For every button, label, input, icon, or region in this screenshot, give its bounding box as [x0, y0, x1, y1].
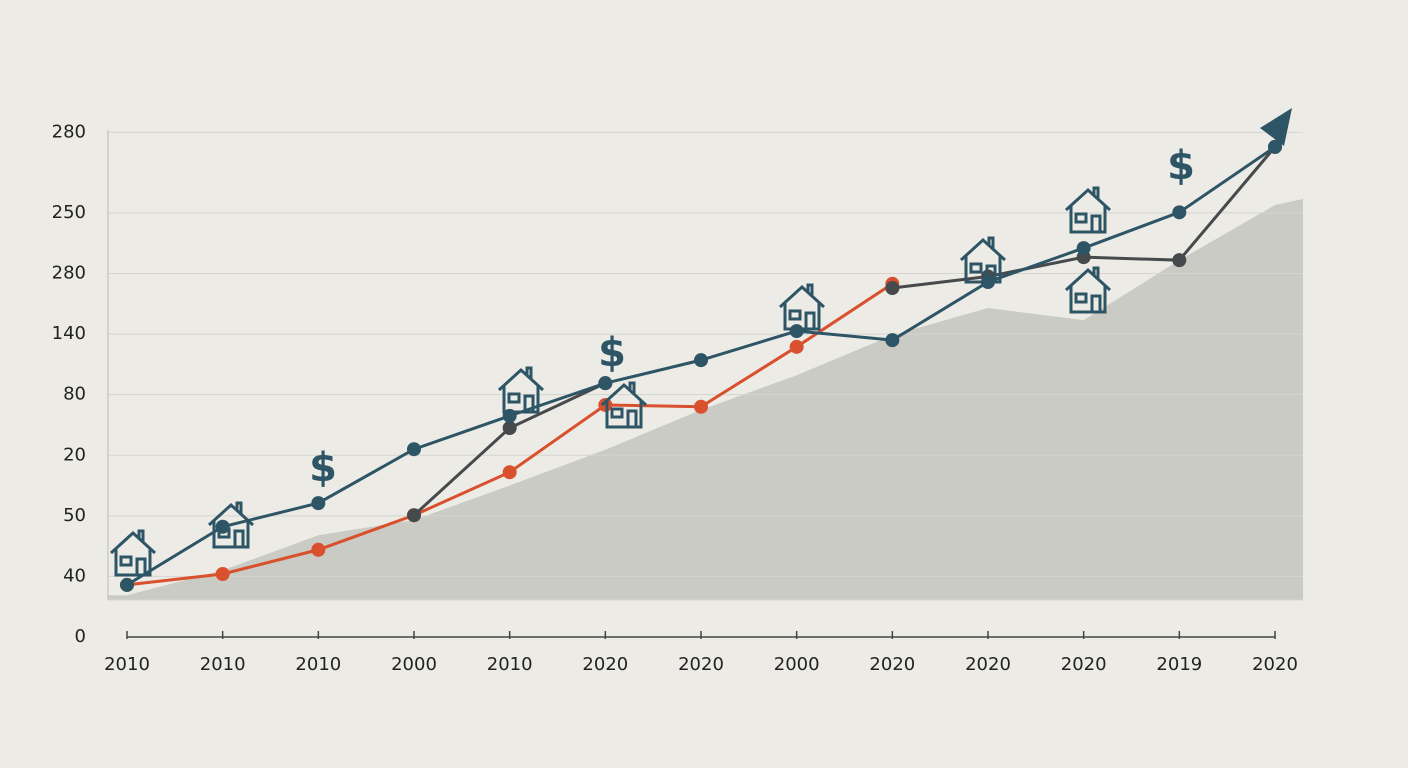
- y-tick-label: 250: [52, 202, 86, 223]
- data-point: [502, 465, 517, 480]
- data-point: [1076, 241, 1091, 256]
- data-point: [120, 577, 134, 592]
- x-tick-label: 2000: [391, 654, 437, 675]
- data-point: [885, 281, 900, 296]
- x-tick-label: 2010: [104, 654, 150, 675]
- data-point: [1172, 205, 1187, 220]
- dollar-annotation: $: [309, 445, 337, 491]
- data-point: [694, 353, 708, 368]
- x-tick-label: 2019: [1156, 654, 1202, 675]
- data-point: [789, 339, 804, 354]
- y-tick-label: 280: [52, 121, 86, 142]
- data-point: [311, 496, 326, 511]
- data-point: [407, 508, 421, 523]
- data-point: [885, 333, 900, 348]
- x-tick-label: 2010: [295, 654, 341, 675]
- x-tick-label: 2020: [869, 654, 915, 675]
- arrow-head: [1260, 108, 1292, 146]
- data-point: [598, 376, 613, 391]
- x-tick-label: 2020: [1061, 654, 1107, 675]
- y-tick-label: 40: [63, 565, 86, 586]
- area: [108, 199, 1303, 600]
- data-point: [502, 420, 517, 435]
- x-tick-label: 2000: [774, 654, 820, 675]
- data-point: [694, 399, 708, 414]
- data-point: [215, 566, 230, 581]
- x-tick-label: 2020: [1252, 654, 1298, 675]
- y-tick-label: 20: [63, 444, 86, 465]
- x-tick-label: 2010: [487, 654, 533, 675]
- y-tick-label: 140: [52, 323, 86, 344]
- x-tick-label: 2020: [582, 654, 628, 675]
- data-point: [311, 542, 326, 557]
- x-tick-label: 2020: [965, 654, 1011, 675]
- x-tick-label: 2010: [200, 654, 246, 675]
- x-tick-label: 2020: [678, 654, 724, 675]
- dollar-annotation: $: [1167, 143, 1195, 189]
- y-tick-label: 280: [52, 263, 86, 284]
- y-tick-label: 50: [63, 505, 86, 526]
- data-point: [789, 324, 804, 339]
- y-tick-label: 80: [63, 384, 86, 405]
- data-point: [407, 442, 421, 457]
- y-tick-label: 0: [75, 626, 86, 647]
- data-point: [598, 397, 613, 412]
- dollar-annotation: $: [598, 330, 626, 376]
- data-point: [1268, 139, 1282, 154]
- data-point: [1172, 253, 1187, 268]
